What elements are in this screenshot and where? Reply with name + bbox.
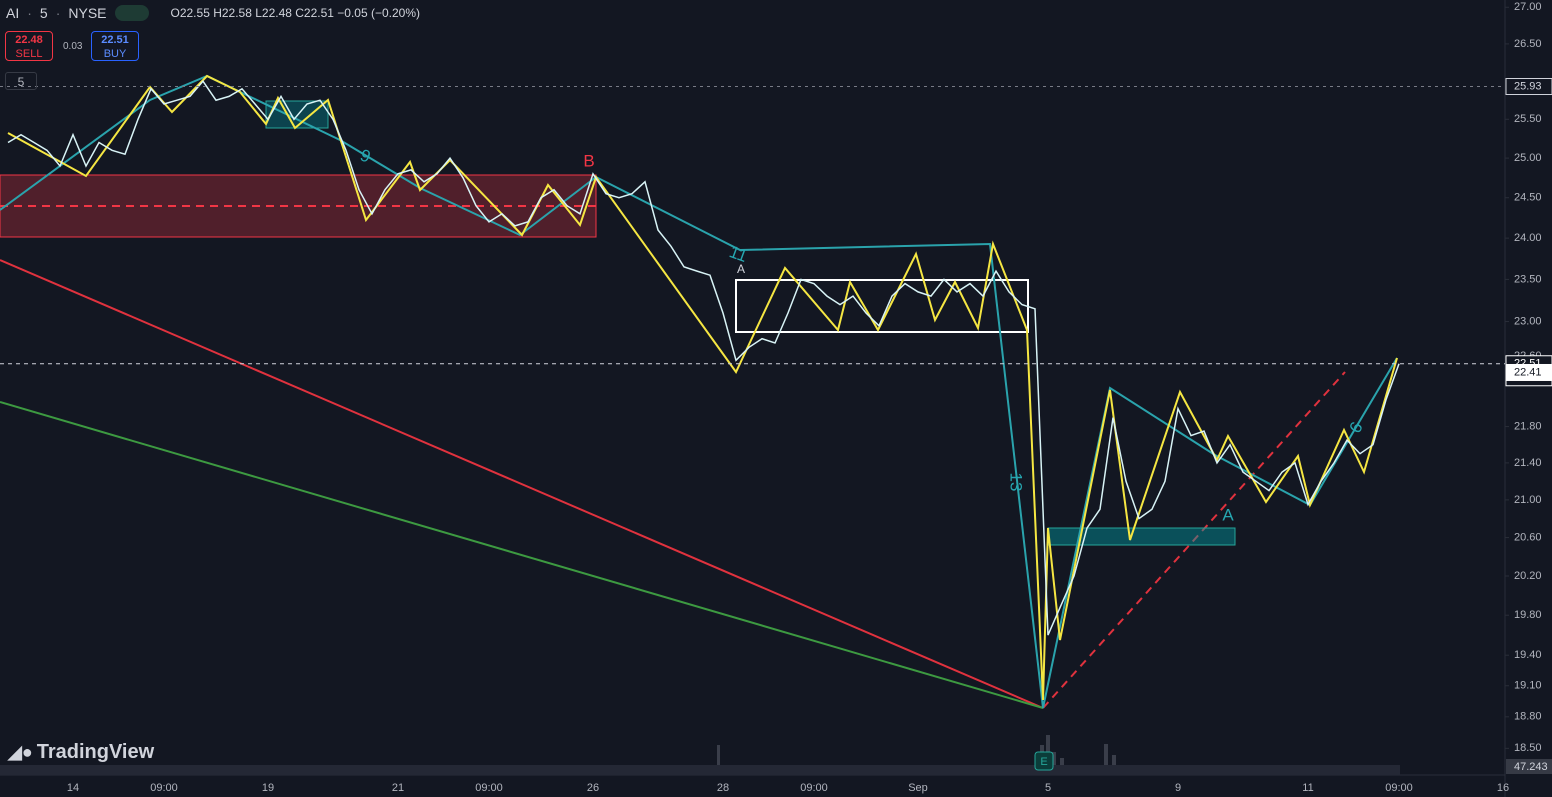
sell-price: 22.48 xyxy=(15,34,43,46)
x-tick-label: 21 xyxy=(392,782,404,794)
buy-label: BUY xyxy=(103,48,127,60)
y-tick-label: 21.40 xyxy=(1514,457,1542,469)
header: AI · 5 · NYSE O22.55 H22.58 L22.48 C22.5… xyxy=(6,5,420,21)
logo-text: TradingView xyxy=(36,741,155,763)
earnings-marker: E xyxy=(1040,756,1047,768)
x-tick-label: 5 xyxy=(1045,782,1051,794)
x-tick-label: 09:00 xyxy=(475,782,503,794)
price-level-label: 22.41 xyxy=(1514,366,1542,378)
annotation: A xyxy=(737,262,745,276)
y-tick-label: 19.80 xyxy=(1514,609,1542,621)
y-tick-label: 23.00 xyxy=(1514,315,1542,327)
y-tick-label: 27.00 xyxy=(1514,1,1542,13)
trend-line xyxy=(0,259,1044,709)
buy-price: 22.51 xyxy=(101,34,129,46)
x-tick-label: 9 xyxy=(1175,782,1181,794)
x-tick-label: 26 xyxy=(587,782,599,794)
interval-button[interactable]: 5 xyxy=(5,72,37,90)
x-tick-label: 16 xyxy=(1497,782,1509,794)
y-tick-label: 25.50 xyxy=(1514,113,1542,125)
annotation: A xyxy=(1222,505,1234,524)
exchange: NYSE xyxy=(68,5,107,21)
y-tick-label: 24.50 xyxy=(1514,192,1542,204)
ohlc: O22.55 H22.58 L22.48 C22.51 −0.05 (−0.20… xyxy=(170,6,421,20)
y-tick-label: 21.00 xyxy=(1514,494,1542,506)
sell-label: SELL xyxy=(15,48,43,60)
y-tick-label: 18.80 xyxy=(1514,711,1542,723)
annotation: 13 xyxy=(1007,473,1026,492)
separator: · xyxy=(55,5,61,21)
x-tick-label: 19 xyxy=(262,782,274,794)
x-tick-label: 11 xyxy=(1302,782,1313,794)
y-tick-label: 20.20 xyxy=(1514,570,1542,582)
x-tick-label: 14 xyxy=(67,782,79,794)
plot-area xyxy=(0,0,1505,775)
spread: 0.03 xyxy=(63,41,83,52)
zigzag-line xyxy=(7,74,1398,701)
symbol: AI xyxy=(6,5,20,21)
x-tick-label: 09:00 xyxy=(150,782,178,794)
y-tick-label: 26.50 xyxy=(1514,38,1542,50)
y-tick-label: 19.10 xyxy=(1514,680,1542,692)
logo: ◢● TradingView xyxy=(8,741,154,764)
y-tick-label: 21.80 xyxy=(1514,420,1542,432)
x-tick-label: 09:00 xyxy=(1385,782,1413,794)
x-tick-label: 28 xyxy=(717,782,729,794)
y-tick-label: 24.00 xyxy=(1514,232,1542,244)
price-line xyxy=(7,79,1400,636)
y-tick-label: 18.50 xyxy=(1514,742,1542,754)
status-icon xyxy=(114,5,149,21)
buy-button[interactable]: 22.51 BUY xyxy=(91,31,139,61)
annotation: B xyxy=(583,151,594,170)
y-tick-label: 20.60 xyxy=(1514,531,1542,543)
x-tick-label: 09:00 xyxy=(800,782,828,794)
y-tick-label: 25.00 xyxy=(1514,152,1542,164)
y-tick-label: 23.50 xyxy=(1514,273,1542,285)
volume-label: 47.243 xyxy=(1514,761,1548,773)
x-tick-label: Sep xyxy=(908,782,928,794)
logo-icon: ◢● xyxy=(8,742,33,762)
annotation: 11 xyxy=(727,242,750,266)
y-tick-label: 19.40 xyxy=(1514,649,1542,661)
trend-line xyxy=(0,401,1044,709)
price-level-box xyxy=(1505,78,1552,96)
volume-label-box xyxy=(1506,759,1552,774)
price-level-box xyxy=(1505,363,1552,381)
interval: 5 xyxy=(39,5,48,21)
price-level-label: 25.93 xyxy=(1514,80,1542,92)
earnings-icon xyxy=(1034,751,1054,771)
sell-button[interactable]: 22.48 SELL xyxy=(5,31,53,61)
zone xyxy=(1047,527,1236,546)
trend-line xyxy=(1042,371,1346,709)
separator: · xyxy=(27,5,32,21)
